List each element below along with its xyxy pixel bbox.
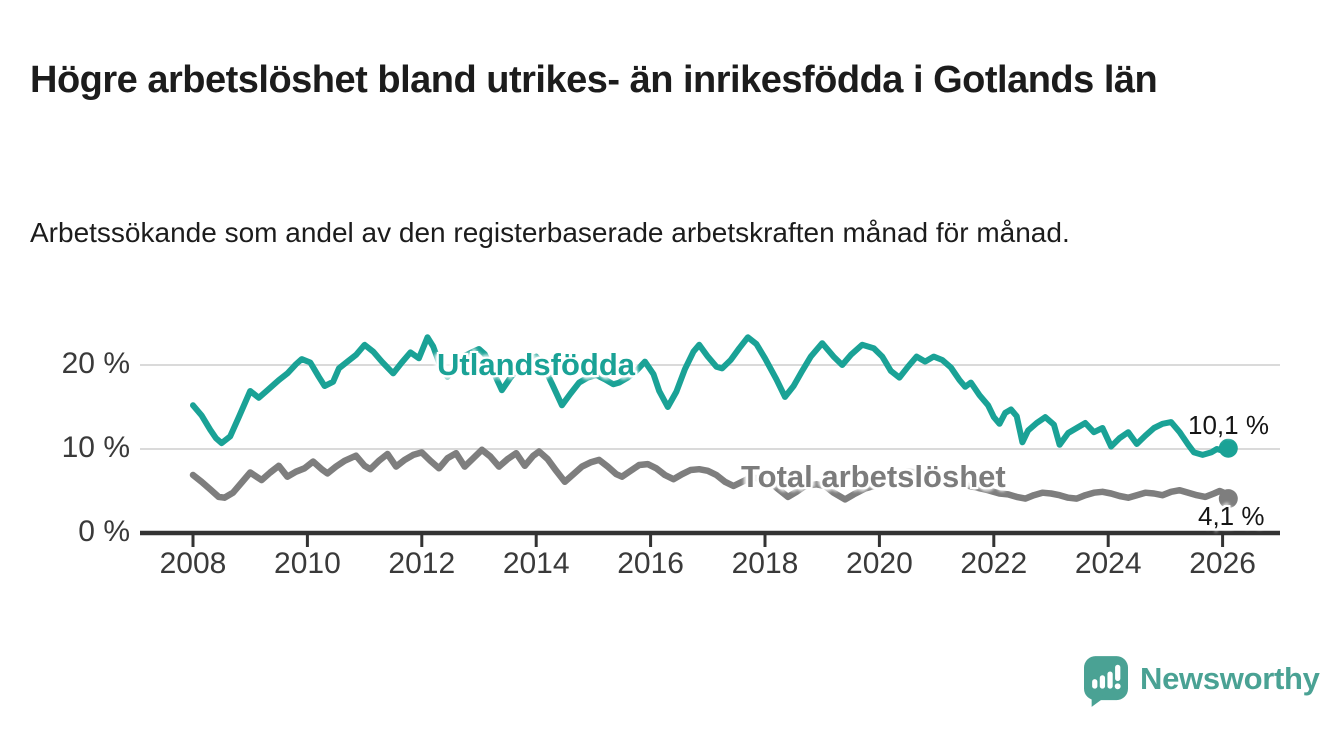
x-tick-label: 2024 — [1074, 547, 1142, 580]
newsworthy-logo-text: Newsworthy — [1140, 661, 1320, 696]
y-tick-label: 20 % — [61, 347, 130, 380]
series-label-utlandsfodda: Utlandsfödda — [437, 347, 636, 382]
x-tick-label: 2020 — [846, 547, 913, 580]
x-tick-label: 2022 — [960, 547, 1028, 580]
y-tick-label: 10 % — [61, 431, 130, 464]
x-tick-label: 2018 — [731, 547, 799, 580]
y-tick-label: 0 % — [78, 515, 130, 548]
x-tick-label: 2008 — [159, 547, 227, 580]
chart-subtitle: Arbetssökande som andel av den registerb… — [30, 217, 1070, 248]
series-label-total-arbetsloshet: Total arbetslöshet — [741, 459, 1006, 494]
newsworthy-logo: Newsworthy — [1084, 656, 1320, 712]
x-tick-label: 2016 — [617, 547, 684, 580]
end-value-label-total: 4,1 % — [1198, 501, 1265, 531]
newsworthy-logo-icon — [1084, 656, 1128, 712]
x-tick-label: 2010 — [274, 547, 341, 580]
x-tick-label: 2026 — [1189, 547, 1256, 580]
x-tick-label: 2012 — [388, 547, 456, 580]
x-tick-label: 2014 — [502, 547, 570, 580]
page-title: Högre arbetslöshet bland utrikes- än inr… — [30, 59, 1158, 102]
end-value-label-utlandsfodda: 10,1 % — [1188, 410, 1269, 440]
